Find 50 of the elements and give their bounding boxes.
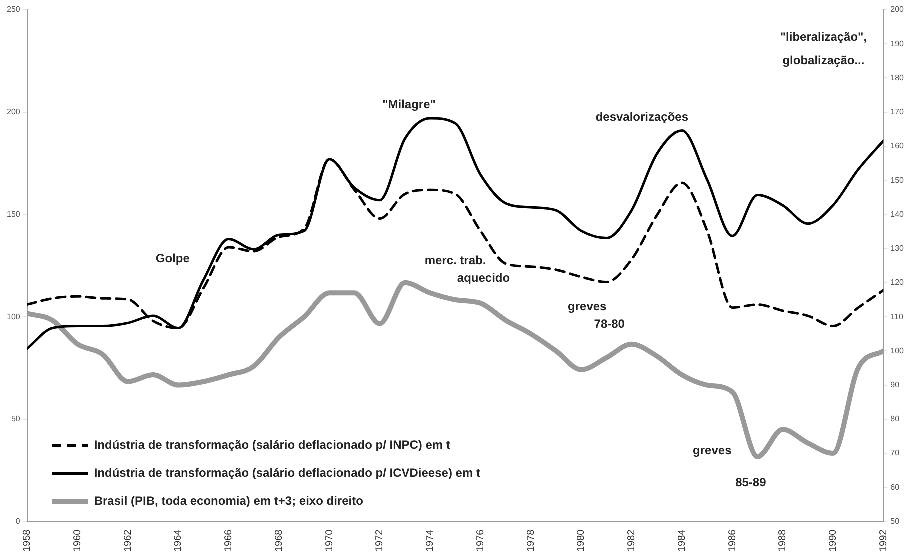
y2-tick-label: 160 [890,142,905,151]
y2-tick-label: 170 [890,108,905,117]
legend-label: Indústria de transformação (salário deflacionado p/ INPC) em t [94,438,450,452]
y2-tick-label: 80 [890,414,900,424]
x-tick-label: 1972 [374,529,386,552]
y2-tick-label: 200 [890,5,905,14]
y-tick-label: 200 [6,108,21,117]
y2-tick-label: 90 [890,380,900,390]
annotation: "Milagre" [382,98,436,112]
x-tick-label: 1968 [274,529,285,552]
x-tick-label: 1984 [676,529,688,552]
annotation: "liberalização", globalização... [780,30,868,68]
y2-tick-label: 130 [890,244,905,254]
x-tick-label: 1962 [122,529,134,552]
y2-tick-label: 120 [890,278,905,288]
y2-tick-label: 140 [890,210,905,219]
x-tick-label: 1976 [475,529,486,552]
annotation: merc. trab. aquecido [424,254,510,285]
x-tick-label: 1982 [626,529,638,552]
y2-tick-label: 70 [890,448,900,458]
annotation: desvalorizações [596,110,689,124]
y2-tick-label: 110 [890,312,904,322]
y-tick-label: 250 [6,5,21,14]
x-tick-label: 1992 [878,529,890,552]
y2-tick-label: 180 [890,73,905,82]
y2-tick-label: 50 [890,516,900,526]
y2-tick-label: 150 [890,176,905,185]
annotation: Golpe [156,252,190,266]
y-tick-label: 100 [6,312,21,322]
y-tick-label: 150 [6,210,21,219]
x-tick-label: 1978 [526,529,537,552]
annotation: greves 78-80 [568,300,626,332]
x-tick-label: 1974 [425,529,436,552]
y2-tick-label: 100 [890,346,905,356]
x-tick-label: 1958 [22,529,34,552]
x-tick-label: 1980 [576,529,588,552]
x-tick-label: 1960 [72,529,84,552]
x-tick-label: 1988 [778,529,789,552]
y2-tick-label: 190 [890,39,905,48]
x-tick-label: 1970 [324,529,336,552]
y2-tick-label: 60 [890,482,900,492]
x-tick-label: 1966 [224,529,235,552]
y-tick-label: 0 [16,516,21,526]
legend-label: Brasil (PIB, toda economia) em t+3; eixo direito [94,494,364,508]
text: greves 85-89 [693,443,766,490]
legend-label: Indústria de transformação (salário deflacionado p/ ICVDieese) em t [94,466,480,480]
x-tick-label: 1990 [828,529,840,552]
y-tick-label: 50 [11,414,21,424]
x-tick-label: 1986 [727,529,738,552]
x-tick-label: 1964 [173,529,184,552]
